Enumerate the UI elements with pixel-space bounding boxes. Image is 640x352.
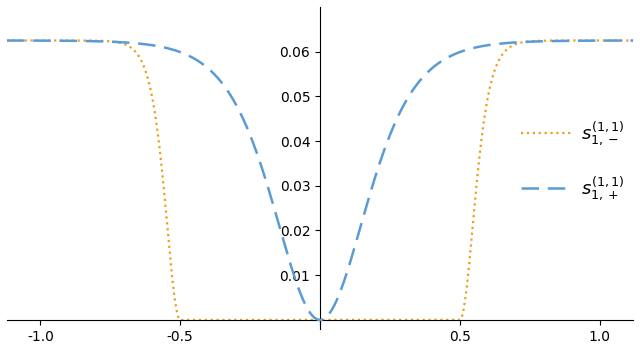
$s_{1,-}^{(1,1)}$ — [177, 318, 184, 322]
Line: $s_{1,-}^{(1,1)}$: $s_{1,-}^{(1,1)}$ — [7, 40, 633, 320]
$s_{1,+}^{(1,1)}$ — [40, 38, 48, 43]
$s_{1,-}^{(1,1)}$ — [40, 38, 48, 43]
$s_{1,-}^{(1,1)}$ — [629, 38, 637, 43]
$s_{1,-}^{(1,1)}$ — [3, 38, 11, 43]
$s_{1,+}^{(1,1)}$ — [6, 38, 13, 43]
$s_{1,+}^{(1,1)}$ — [596, 38, 604, 43]
$s_{1,-}^{(1,1)}$ — [309, 318, 317, 322]
$s_{1,+}^{(1,1)}$ — [3, 38, 11, 43]
$s_{1,+}^{(1,1)}$ — [29, 38, 36, 43]
$s_{1,+}^{(1,1)}$ — [316, 318, 324, 322]
$s_{1,-}^{(1,1)}$ — [596, 38, 604, 43]
$s_{1,+}^{(1,1)}$ — [309, 314, 317, 319]
$s_{1,-}^{(1,1)}$ — [126, 45, 134, 49]
Legend: $s_{1,-}^{(1,1)}$, $s_{1,+}^{(1,1)}$: $s_{1,-}^{(1,1)}$, $s_{1,+}^{(1,1)}$ — [521, 120, 624, 202]
$s_{1,+}^{(1,1)}$ — [126, 40, 134, 45]
Line: $s_{1,+}^{(1,1)}$: $s_{1,+}^{(1,1)}$ — [7, 40, 633, 320]
$s_{1,+}^{(1,1)}$ — [629, 38, 637, 43]
$s_{1,-}^{(1,1)}$ — [29, 38, 36, 43]
$s_{1,-}^{(1,1)}$ — [6, 38, 13, 43]
